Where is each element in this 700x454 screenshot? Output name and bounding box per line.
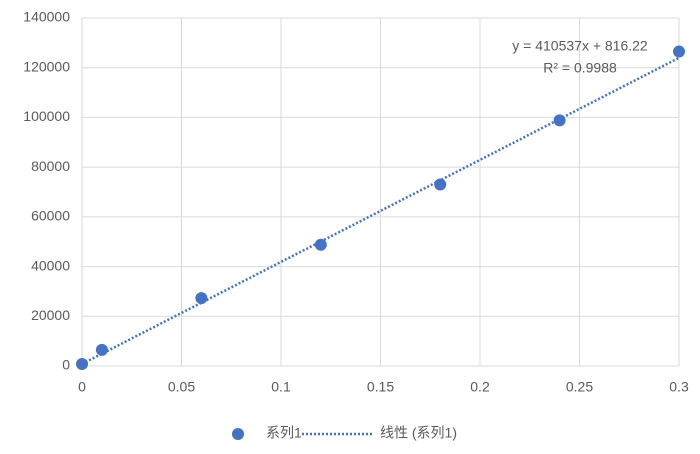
y-tick-label: 100000	[23, 108, 70, 124]
data-point	[95, 343, 108, 356]
y-tick-label: 0	[62, 357, 70, 373]
data-point	[76, 358, 88, 371]
y-tick-label: 80000	[31, 158, 70, 174]
y-tick-label: 60000	[31, 208, 70, 224]
y-tick-label: 140000	[23, 9, 70, 25]
data-point	[434, 178, 447, 191]
y-tick-label: 20000	[31, 307, 70, 323]
data-point	[195, 292, 208, 305]
x-tick-label: 0.05	[168, 379, 195, 395]
trendline-equation: y = 410537x + 816.22	[512, 38, 648, 54]
x-tick-label: 0.1	[271, 379, 291, 395]
y-tick-label: 40000	[31, 257, 70, 273]
x-tick-label: 0.3	[669, 379, 689, 395]
x-tick-label: 0	[78, 379, 86, 395]
legend-label: 系列1	[266, 425, 302, 441]
x-tick-label: 0.15	[367, 379, 394, 395]
legend-marker	[232, 428, 244, 440]
x-tick-label: 0.2	[470, 379, 490, 395]
data-point	[314, 238, 327, 251]
x-tick-label: 0.25	[566, 379, 593, 395]
data-point	[553, 114, 566, 127]
legend-label: 线性 (系列1)	[380, 425, 457, 441]
y-tick-label: 120000	[23, 58, 70, 74]
trendline-r2: R² = 0.9988	[543, 60, 617, 76]
data-point	[673, 45, 685, 58]
